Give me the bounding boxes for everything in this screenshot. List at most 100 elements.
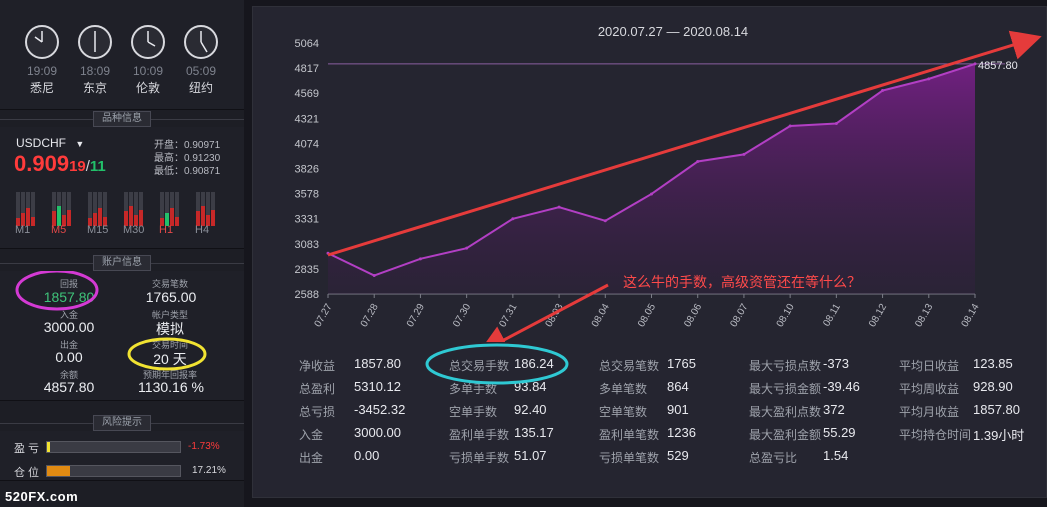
stat-label: 出金	[299, 451, 324, 465]
stat-label: 空单手数	[449, 405, 498, 419]
stat-label: 多单手数	[449, 382, 498, 396]
y-tick-label: 2588	[295, 289, 319, 301]
stat-label: 最大盈利点数	[749, 405, 822, 419]
stat-value: 186.24	[514, 356, 554, 371]
balance-label: 余额	[59, 370, 78, 380]
tf-bars-m30	[124, 186, 143, 226]
strength-bar	[196, 192, 200, 226]
trend-arrow	[327, 30, 1042, 257]
position-bar-fill	[47, 466, 70, 476]
strength-bar	[124, 192, 128, 226]
strength-bar-fill	[98, 208, 102, 226]
strength-bar-fill	[206, 215, 210, 226]
y-tick-label: 4074	[295, 138, 319, 150]
low-price: 最低：0.90871	[154, 166, 221, 177]
strength-bar	[21, 192, 25, 226]
clock-time: 05:09	[185, 64, 217, 78]
strength-bar-fill	[175, 217, 179, 226]
clock-icon	[184, 25, 218, 59]
days-label: 交易时间	[151, 340, 188, 350]
y-tick-label: 5064	[295, 38, 319, 50]
high-price: 最高：0.91230	[154, 153, 221, 164]
timeframe-m1[interactable]: M1	[15, 224, 31, 236]
stat-label: 总交易笔数	[599, 359, 660, 373]
stat-value: -373	[823, 356, 850, 371]
stat-label: 最大亏损点数	[749, 359, 822, 373]
pl-bar	[46, 441, 181, 453]
clock-city: 纽约	[188, 81, 213, 95]
stat-value: -39.46	[823, 379, 860, 394]
strength-bar-fill	[93, 213, 97, 226]
tf-bars-h4	[196, 186, 215, 226]
data-point	[742, 152, 746, 156]
days-value: 20 天	[153, 351, 187, 367]
clock-tokyo: 18:09 东京	[76, 24, 114, 96]
x-tick-label: 08.12	[867, 302, 889, 330]
strength-bar-fill	[16, 218, 20, 226]
clock-sydney: 19:09 悉尼	[23, 24, 61, 96]
stat-value: 135.17	[514, 425, 554, 440]
watermark-logo: 520FX.com	[5, 489, 79, 504]
symbol-select[interactable]: USDCHF ▼	[16, 136, 84, 150]
clock-city: 悉尼	[29, 81, 54, 95]
withdraw-label: 出金	[59, 340, 78, 350]
timeframe-m15[interactable]: M15	[87, 224, 109, 236]
strength-bar-fill	[134, 215, 138, 226]
risk-section-header: 风险提示	[0, 415, 244, 431]
chart-title: 2020.07.27 — 2020.08.14	[598, 24, 748, 39]
y-tick-label: 4321	[295, 113, 319, 125]
data-point	[927, 77, 931, 81]
clock-icon	[78, 25, 112, 59]
stat-label: 亏损单笔数	[599, 451, 660, 465]
strength-bar-fill	[196, 211, 200, 226]
main-panel: 2020.07.27 — 2020.08.14 5064 4817 4569 4321 4…	[252, 6, 1047, 498]
strength-bar-fill	[88, 218, 92, 226]
account-panel: 回报 1857.80 交易笔数 1765.00 入金 3000.00 帐户类型 …	[0, 271, 244, 401]
stat-value: 901	[667, 402, 689, 417]
annotation-text: 这么牛的手数，高级资管还在等什么？	[623, 274, 861, 290]
deposit-label: 入金	[59, 310, 78, 320]
section-title: 账户信息	[93, 255, 151, 271]
stat-label: 总盈亏比	[749, 451, 798, 465]
stat-label: 总交易手数	[449, 359, 510, 373]
data-point	[465, 246, 469, 250]
world-clocks-panel: 19:09 悉尼 18:09 东京 10:09 伦敦	[0, 0, 244, 110]
annual-return-label: 预期年回报率	[142, 370, 197, 380]
stat-value: 92.40	[514, 402, 547, 417]
timeframe-h4[interactable]: H4	[195, 224, 210, 236]
data-point	[788, 124, 792, 128]
y-tick-label: 3826	[295, 164, 319, 176]
tf-bars-m15	[88, 186, 107, 226]
return-value: 1857.80	[43, 289, 95, 305]
y-tick-label: 4817	[295, 63, 319, 75]
highlight-circles	[15, 271, 207, 371]
timeframe-m5[interactable]: M5	[51, 224, 67, 236]
chevron-down-icon[interactable]: ▼	[75, 139, 85, 149]
account-section-header: 账户信息	[0, 255, 244, 271]
risk-panel: 盈 亏 -1.73% 仓 位 17.21%	[0, 431, 244, 481]
timeframe-h1[interactable]: H1	[159, 224, 174, 236]
stat-label: 空单笔数	[599, 405, 648, 419]
stat-label: 入金	[299, 428, 324, 442]
strength-bar-fill	[139, 210, 143, 226]
clock-city: 东京	[82, 81, 107, 95]
strength-bar	[52, 192, 56, 226]
clock-icon	[25, 25, 59, 59]
strength-bar-fill	[124, 211, 128, 226]
stat-label: 最大亏损金额	[749, 382, 822, 396]
timeframe-m30[interactable]: M30	[123, 224, 145, 236]
strength-bar	[139, 192, 143, 226]
strength-bar	[67, 192, 71, 226]
position-bar	[46, 465, 181, 477]
strength-bar-fill	[170, 208, 174, 226]
stat-value: 1857.80	[973, 402, 1020, 417]
stat-label: 总盈利	[299, 382, 336, 396]
stat-value: 5310.12	[354, 379, 401, 394]
pl-label: 盈 亏	[14, 443, 40, 455]
strength-bar	[93, 192, 97, 226]
x-tick-label: 08.05	[636, 302, 658, 330]
withdraw-value: 0.00	[55, 349, 83, 365]
stat-label: 平均周收益	[899, 382, 960, 396]
data-point	[557, 205, 561, 209]
